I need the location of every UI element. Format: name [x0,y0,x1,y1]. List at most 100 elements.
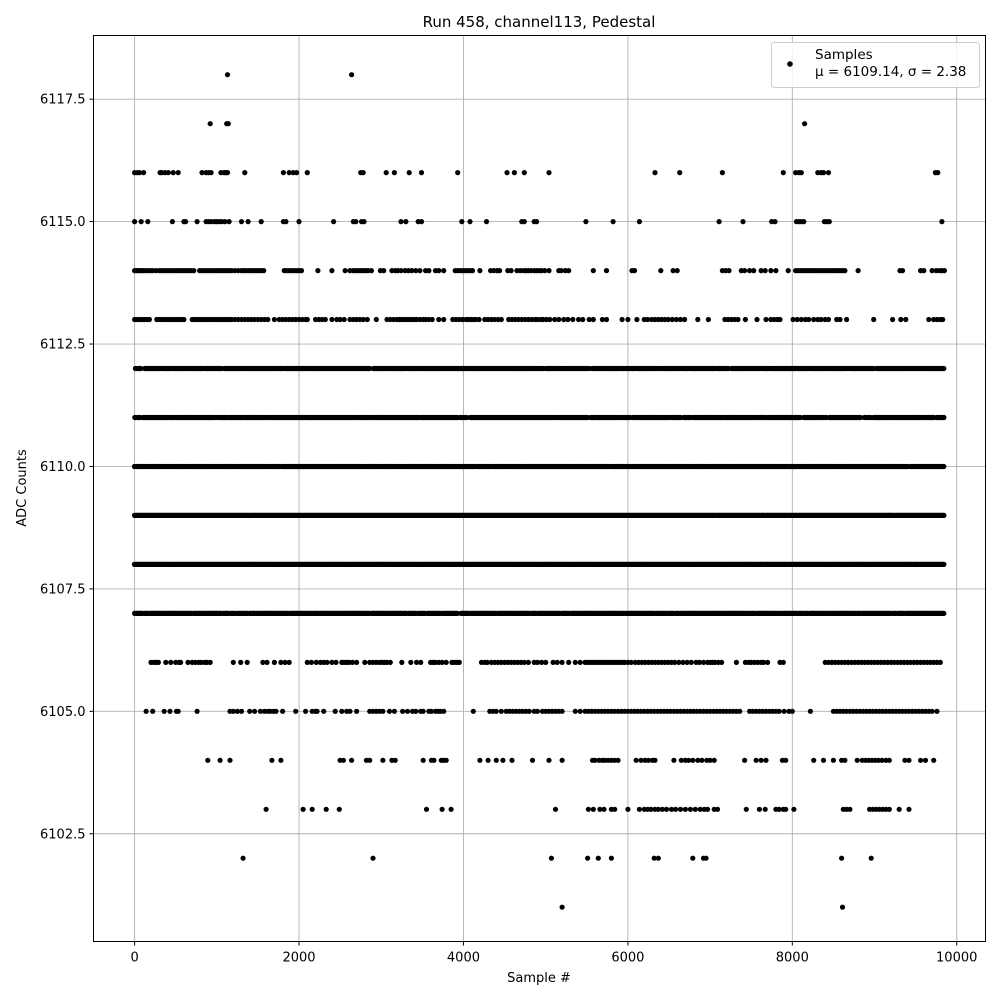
data-point [826,219,832,225]
data-point [398,219,404,225]
data-point [546,170,552,176]
data-point [353,219,359,225]
data-point [409,268,415,274]
data-points [131,72,948,910]
data-point [141,170,147,176]
data-point [857,414,864,421]
data-point [436,316,442,323]
data-point [271,316,277,323]
data-point [935,170,941,176]
data-point [669,316,675,323]
data-point [413,268,419,274]
data-point [566,268,572,274]
data-point [552,316,558,323]
data-point [806,316,812,323]
data-point [361,219,367,225]
data-point [705,316,712,323]
data-point [603,316,610,323]
data-point [383,170,389,176]
data-point [747,268,753,274]
data-point [483,219,490,225]
data-point [194,219,200,225]
data-point [261,268,267,274]
data-point [716,219,722,225]
data-point [871,316,877,323]
data-point [296,219,302,225]
data-point [138,365,144,372]
data-point [381,268,387,274]
data-point [941,268,948,274]
data-point [802,121,808,127]
data-point [590,316,596,323]
data-point [406,170,412,176]
data-point [899,268,906,274]
data-point [780,170,786,176]
data-point [283,219,289,225]
data-point [469,268,476,274]
data-point [677,316,684,323]
data-point [941,414,947,421]
data-point [329,316,335,323]
data-point [773,268,779,274]
data-point [146,316,152,323]
data-point [558,268,564,274]
data-point [367,365,373,372]
data-point [811,316,817,323]
data-point [175,170,181,176]
data-point [280,170,286,176]
data-point [258,219,264,225]
data-point [670,268,676,274]
data-point [619,316,625,323]
data-point [542,268,548,274]
data-point [565,316,571,323]
data-point [199,170,205,176]
data-point [534,219,540,225]
data-point [740,219,746,225]
data-point [837,316,843,323]
data-point [777,316,783,323]
data-point [315,268,321,274]
data-point [929,268,935,274]
data-point [322,316,328,323]
data-point [825,170,832,176]
data-point [225,121,231,127]
data-point [508,268,514,274]
data-point [165,170,171,176]
data-point [772,219,778,225]
data-point [625,316,631,323]
data-point [754,316,760,323]
data-point [476,316,482,323]
data-point [645,316,651,323]
data-point [265,316,271,323]
data-point [926,316,932,323]
data-point [844,316,850,323]
data-point [207,121,213,127]
data-point [169,219,175,225]
data-point [719,170,726,176]
data-point [631,268,638,274]
data-point [898,316,904,323]
data-point [132,219,138,225]
data-point [941,463,947,470]
data-point [742,268,748,274]
data-point [751,268,757,274]
data-point [170,170,176,176]
data-point [294,170,300,176]
data-point [586,316,592,323]
data-point [360,316,366,323]
data-point [337,316,343,323]
data-point [556,316,562,323]
data-point [331,219,337,225]
data-point [674,268,680,274]
data-point [477,268,483,274]
data-point [818,316,824,323]
data-point [191,268,197,274]
data-point [222,219,228,225]
data-point [801,219,807,225]
data-point [498,316,504,323]
data-point [418,219,425,225]
data-point [136,170,143,176]
data-point [418,170,425,176]
data-point [636,219,643,225]
